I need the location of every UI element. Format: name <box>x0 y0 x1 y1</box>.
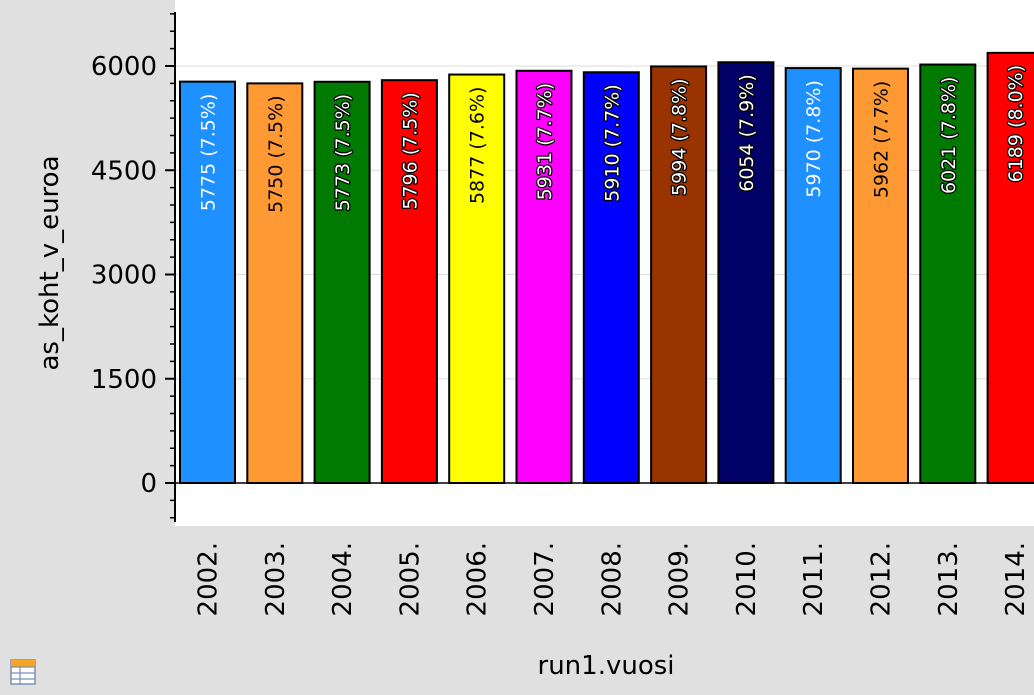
bar-value-label: 5962 (7.7%) <box>871 81 893 198</box>
y-axis: 0 1500 3000 4500 6000 <box>91 12 1034 522</box>
x-tick-label-2007: 2007. <box>530 542 560 616</box>
x-tick-label-2006: 2006. <box>463 542 493 616</box>
bar-2007 <box>515 69 573 484</box>
bar-value-label: 5773 (7.5%) <box>332 94 354 211</box>
bar-2014 <box>986 51 1034 484</box>
bar-2010 <box>717 61 775 484</box>
y-tick-label-4500: 4500 <box>91 156 157 186</box>
x-axis-tick-labels: 2002. 2003. 2004. 2005. 2006. 2007. 2008. 2009.… <box>194 542 1032 616</box>
x-tick-label-2013: 2013. <box>934 542 964 616</box>
bar-value-label: 5877 (7.6%) <box>467 87 489 204</box>
x-tick-label-2014: 2014. <box>1001 542 1031 616</box>
bar-value-label: 5910 (7.7%) <box>601 84 623 202</box>
y-tick-label-6000: 6000 <box>91 52 157 82</box>
x-tick-label-2004: 2004. <box>328 542 358 616</box>
x-tick-label-2003: 2003. <box>261 542 291 616</box>
bar-2006 <box>448 73 506 485</box>
bar-value-label: 5796 (7.5%) <box>399 92 421 210</box>
y-tick-label-1500: 1500 <box>91 365 157 395</box>
x-axis-title: run1.vuosi <box>538 651 675 681</box>
x-tick-label-2010: 2010. <box>732 542 762 616</box>
bar-value-label: 6189 (8.0%) <box>1005 65 1027 183</box>
x-tick-label-2008: 2008. <box>597 542 627 616</box>
bar-2005 <box>380 79 438 484</box>
bar-2012 <box>852 67 909 485</box>
x-tick-label-2012: 2012. <box>867 542 897 616</box>
bar-2004 <box>313 80 371 485</box>
bar-2011 <box>784 67 842 485</box>
bar-value-label: 6054 (7.9%) <box>736 74 758 192</box>
x-tick-label-2002: 2002. <box>194 542 224 616</box>
y-tick-label-3000: 3000 <box>91 261 157 291</box>
bar-value-label: 5750 (7.5%) <box>265 95 287 213</box>
bars: 5775 (7.5%) 5750 (7.5%) 5773 (7.5%) 5796 (7… <box>179 51 1034 485</box>
bar-value-label: 5775 (7.5%) <box>198 94 220 212</box>
table-icon[interactable] <box>10 659 36 685</box>
y-tick-label-0: 0 <box>140 469 157 499</box>
x-tick-label-2005: 2005. <box>395 542 425 616</box>
x-tick-label-2009: 2009. <box>665 542 695 616</box>
bar-value-label: 5994 (7.8%) <box>669 78 691 195</box>
y-axis-title: as_koht_v_euroa <box>35 155 65 370</box>
bar-value-label: 5970 (7.8%) <box>803 80 825 197</box>
bar-2009 <box>650 65 708 485</box>
x-tick-label-2011: 2011. <box>799 542 829 616</box>
bar-2003 <box>246 82 304 484</box>
bar-2013 <box>919 63 977 484</box>
bar-value-label: 5931 (7.7%) <box>534 83 556 201</box>
bar-value-label: 6021 (7.8%) <box>938 77 960 195</box>
